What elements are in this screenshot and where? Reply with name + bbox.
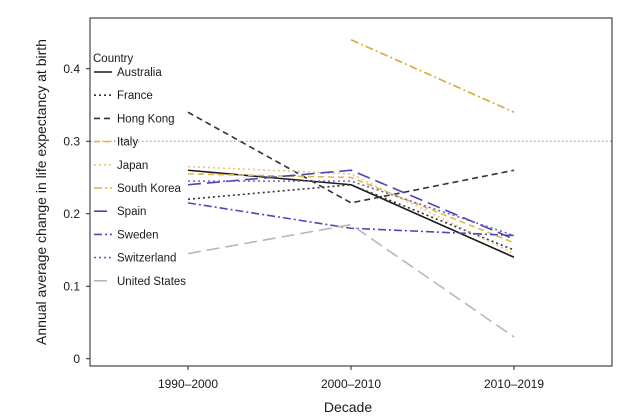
- series-line-spain: [187, 169, 515, 240]
- y-tick-label: 0.3: [63, 134, 80, 148]
- plot-area: [90, 39, 612, 338]
- series-line-hong-kong: [187, 111, 515, 204]
- x-tick-label: 2000–2010: [321, 377, 381, 391]
- legend-label-spain: Spain: [117, 206, 146, 218]
- legend-title: Country: [93, 53, 134, 65]
- series-line-south-korea: [350, 39, 515, 113]
- series-line-italy: [187, 173, 515, 244]
- legend: Country Australia France Hong Kong Italy Japa…: [93, 53, 186, 288]
- legend-label-sweden: Sweden: [117, 229, 159, 241]
- legend-label-japan: Japan: [117, 160, 148, 172]
- series-line-sweden: [187, 202, 515, 237]
- x-tick-label: 1990–2000: [158, 377, 218, 391]
- legend-label-united-states: United States: [117, 276, 186, 288]
- legend-label-switzerland: Switzerland: [117, 253, 176, 265]
- y-tick-label: 0.2: [63, 207, 80, 221]
- series-line-france: [187, 183, 515, 251]
- y-tick-label: 0.4: [63, 62, 80, 76]
- x-tick-label: 2010–2019: [484, 377, 544, 391]
- legend-label-france: France: [117, 90, 153, 102]
- legend-label-italy: Italy: [117, 137, 138, 149]
- legend-label-south-korea: South Korea: [117, 183, 182, 195]
- axes: 0 0.1 0.2 0.3 0.4 1990–2000 2000–2010 2010–2019…: [33, 17, 613, 415]
- series-line-united-states: [187, 223, 515, 338]
- legend-label-australia: Australia: [117, 67, 162, 79]
- y-tick-label: 0.1: [63, 279, 80, 293]
- x-axis-title: Decade: [324, 399, 372, 415]
- y-tick-label: 0: [73, 352, 80, 366]
- y-axis-title: Annual average change in life expectancy…: [33, 39, 49, 345]
- legend-label-hong-kong: Hong Kong: [117, 113, 175, 125]
